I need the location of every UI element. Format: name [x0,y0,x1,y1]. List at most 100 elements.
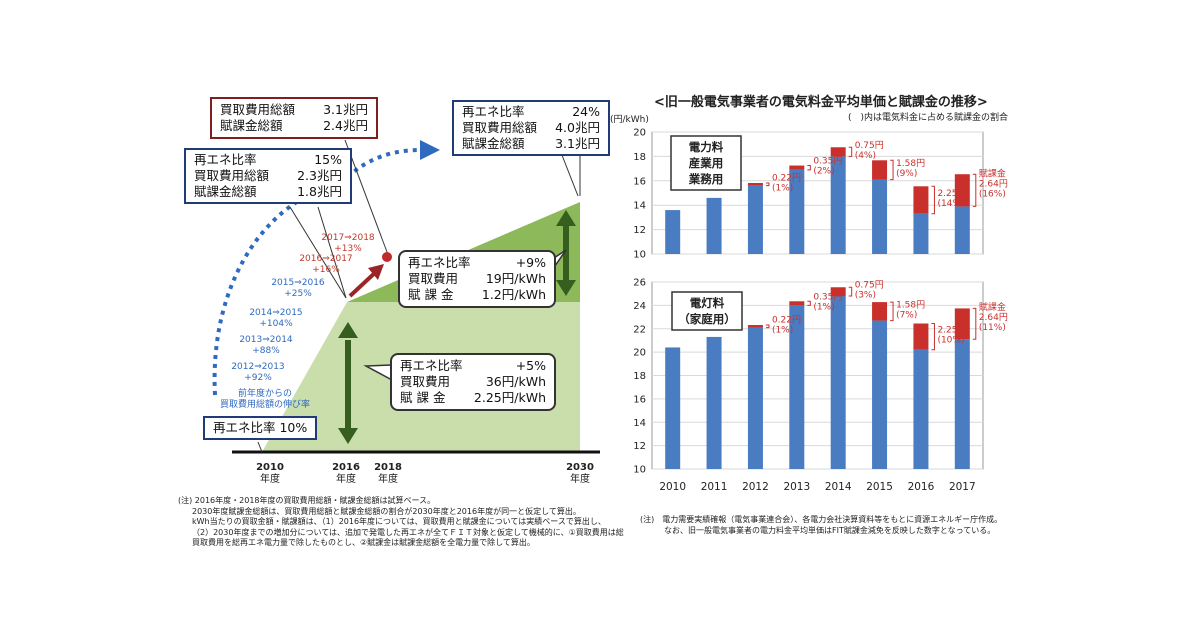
levy-bracket [765,182,770,187]
y-tick-label: 10 [633,250,646,261]
y-tick-label: 26 [633,278,646,289]
box-plus5-row: 再エネ比率 +5% [400,358,546,373]
chart-title-box [670,135,742,191]
levy-value-label: 2.25円 [937,188,966,199]
levy-head-label: 賦課金 [979,167,1006,179]
growth-label: 2014⇒2015 +104% [249,308,303,329]
bar-base [830,296,846,469]
box-plus9-row: 買取費用 19円/kWh [408,271,546,286]
chart-title-line: 電灯料 [690,296,725,310]
chart-title-line: 電力料 [689,140,724,154]
left-notes: (注) 2016年度・2018年度の買取費用総額・賦課金総額は試算ベース。 20… [178,496,624,547]
callout-2030-totals: 再エネ比率 24% 買取費用総額 4.0兆円 賦課金総額 3.1兆円 [452,100,610,156]
levy-value-label: 2.25円 [937,325,966,336]
chart-title-box [671,291,743,331]
levy-bracket [765,324,770,329]
levy-share-label: (14%) [937,199,964,209]
callout-2030-row: 再エネ比率 24% [462,104,600,119]
levy-share-label: (1%) [813,302,834,312]
y-tick-label: 16 [633,394,646,405]
bar-levy [913,323,929,350]
levy-value-label: 2.64円 [979,178,1008,189]
double-arrow-2030-top [556,210,576,226]
year-label-2010: 2010 年度 [256,462,284,485]
right-chart-title: <旧一般電気事業者の電気料金平均単価と賦課金の推移> [654,95,988,110]
callout-2016-row: 賦課金総額 1.8兆円 [194,184,342,199]
box-plus9-row: 再エネ比率 +9% [408,255,546,270]
growth-caption: 前年度からの 買取費用総額の伸び率 [219,389,310,410]
pointer-2010 [257,441,263,453]
bar-levy [789,165,805,170]
callout-2016-row: 再エネ比率 15% [194,152,342,167]
levy-share-label: (10%) [937,336,964,346]
top-dotted-arrow-head [420,140,440,160]
bar-levy [747,182,763,186]
year-label-2030: 2030 年度 [566,462,594,485]
levy-share-label: (2%) [813,167,834,177]
callout-2016-row: 買取費用総額 2.3兆円 [194,168,342,183]
x-tick-label: 2015 [866,481,893,493]
y-tick-label: 14 [633,201,646,212]
callout-2030-row: 買取費用総額 4.0兆円 [462,120,600,135]
y-tick-label: 20 [633,128,646,139]
red-arrow-head [368,264,384,280]
double-arrow-2016-top [338,322,358,338]
y-tick-label: 22 [633,324,646,335]
bar-base [872,179,888,254]
pointer-2016b [289,206,347,299]
callout-2010-ratio: 再エネ比率 10% [203,416,318,440]
levy-value-label: 0.75円 [855,280,884,291]
x-tick-label: 2014 [825,481,852,493]
callout-2018-row: 賦課金総額 2.4兆円 [220,118,368,133]
levy-bracket [848,146,853,157]
levy-share-label: (16%) [979,189,1006,199]
bar-levy [747,325,763,328]
y-tick-label: 10 [633,465,646,476]
callout-2018-totals: 買取費用総額 3.1兆円 賦課金総額 2.4兆円 [210,97,378,139]
levy-share-label: (1%) [772,183,793,193]
y-tick-label: 24 [633,301,646,312]
box-plus5-row: 買取費用 36円/kWh [400,374,546,389]
levy-bracket [848,286,853,297]
pointer-2016 [317,206,347,299]
x-tick-label: 2013 [783,481,810,493]
bar-base [665,347,681,469]
box-plus5-row: 賦 課 金 2.25円/kWh [400,390,546,405]
bar-levy [913,186,929,214]
right-notes: (注) 電力需要実績確報（電気事業連合会）、各電力会社決算資料等をもとに資源エネ… [640,515,1003,535]
x-tick-label: 2016 [908,481,935,493]
levy-value-label: 1.58円 [896,299,925,310]
bar-base [872,320,888,469]
callout-2030-row: 賦課金総額 3.1兆円 [462,136,600,151]
levy-share-label: (3%) [855,291,876,301]
plot-frame [651,131,984,255]
box-plus9-row: 賦 課 金 1.2円/kWh [408,287,546,302]
double-arrow-2030-bottom [556,280,576,296]
levy-bracket [972,307,977,340]
share-note: ( )内は電気料金に占める賦課金の割合 [848,113,1009,123]
growth-label: 2012⇒2013 +92% [231,362,285,383]
bar-levy [830,147,846,157]
levy-share-label: (1%) [772,325,793,335]
plot-frame [651,281,984,470]
levy-head-label: 賦課金 [979,301,1006,313]
levy-share-label: (4%) [855,151,876,161]
y-tick-label: 12 [633,225,646,236]
growth-label: 2017⇒2018 +13% [321,233,375,254]
growth-label: 2013⇒2014 +88% [239,335,293,356]
bar-base [954,206,970,254]
chart-title-line: 業務用 [688,172,724,186]
levy-share-label: (7%) [896,310,917,320]
point-2018 [382,252,392,262]
bar-levy [872,302,888,321]
y-tick-label: 18 [633,152,646,163]
levy-bracket [972,173,977,207]
year-label-2016: 2016 年度 [332,462,360,485]
levy-value-label: 1.58円 [896,158,925,169]
levy-bracket [890,301,894,322]
levy-value-label: 0.35円 [813,291,842,302]
bar-levy [789,301,805,306]
bar-levy [954,308,970,340]
year-label-2018: 2018 年度 [374,462,402,485]
bar-base [747,327,763,469]
